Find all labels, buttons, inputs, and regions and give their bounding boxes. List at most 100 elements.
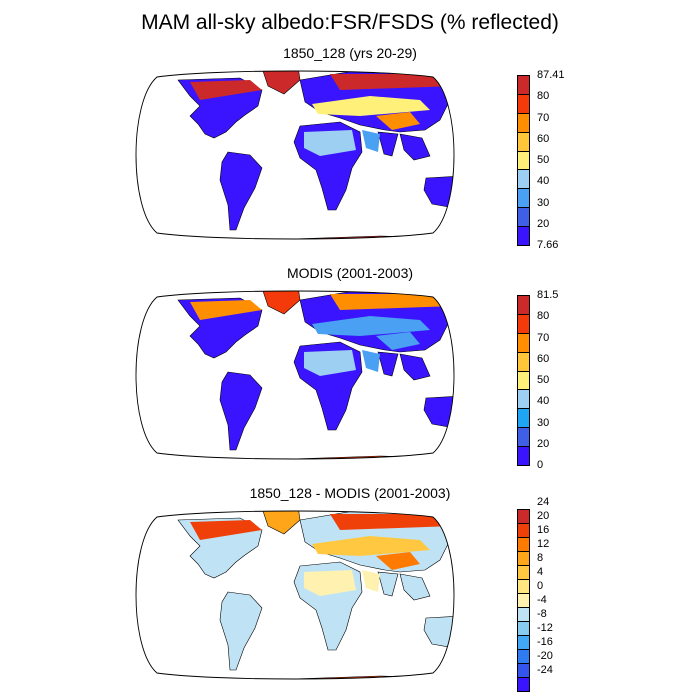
model-colorbar-swatch [517, 226, 530, 246]
diff-colorbar-label: 4 [537, 566, 544, 578]
diff-colorbar-label: 8 [537, 552, 544, 564]
diff-colorbar-swatch [517, 593, 530, 608]
model-colorbar-swatch [517, 207, 530, 228]
modis-colorbar-swatch [517, 427, 530, 448]
model-colorbar-swatch [517, 188, 530, 209]
colorbar-model: 7.66 20 30 40 50 60 70 80 87.41 [517, 69, 597, 251]
diff-colorbar-label: -4 [537, 594, 547, 606]
model-colorbar-label: 70 [537, 111, 550, 124]
diff-colorbar-label: -16 [537, 636, 553, 648]
model-region-northern-high-latitudes [190, 74, 454, 100]
map-panel-model [135, 70, 455, 240]
modis-region-mid-latitude-belt [312, 316, 430, 336]
modis-region-sahara [304, 350, 356, 376]
model-region-greenland [261, 71, 301, 95]
model-region-antarctica [204, 235, 441, 239]
diff-region-greenland [261, 511, 301, 535]
modis-region-northern-high-latitudes [190, 294, 454, 320]
modis-south-america [219, 371, 263, 451]
modis-colorbar-label: 0 [537, 459, 544, 471]
diff-colorbar-swatch [517, 565, 530, 580]
modis-colorbar-swatch [517, 446, 530, 466]
model-region-arabia [362, 130, 380, 152]
modis-colorbar-swatch [517, 370, 530, 391]
model-region-tibet [376, 112, 420, 130]
diff-colorbar-swatch [517, 649, 530, 664]
diff-colorbar-swatch [517, 509, 530, 524]
map-panel-modis [135, 290, 455, 460]
diff-colorbar-swatch [517, 607, 530, 622]
diff-colorbar-label: 16 [537, 524, 550, 536]
diff-region-sahara [304, 570, 356, 596]
modis-colorbar-swatch [517, 408, 530, 429]
diff-colorbar-swatch [517, 621, 530, 636]
diff-region-antarctica [204, 675, 441, 679]
diff-australia [423, 615, 454, 649]
modis-colorbar-swatch [517, 313, 530, 334]
model-colorbar-swatch [517, 150, 530, 171]
model-region-sahara [304, 130, 356, 156]
diff-region-tibet [376, 552, 420, 570]
diff-colorbar-label: -20 [537, 650, 553, 662]
modis-colorbar-label: 40 [537, 395, 550, 408]
model-south-america [219, 151, 263, 231]
diff-colorbar-swatch [517, 579, 530, 594]
diff-colorbar-swatch [517, 523, 530, 538]
diff-map-frame [135, 510, 455, 680]
colorbar-modis: 0 20 30 40 50 60 70 80 81.5 [517, 289, 597, 471]
modis-colorbar-label: 81.5 [537, 289, 559, 301]
modis-region-arabia [362, 350, 380, 372]
diff-colorbar-swatch [517, 551, 530, 566]
model-se-asia [399, 133, 431, 161]
modis-land-layer [177, 291, 454, 459]
model-region-mid-latitude-belt [312, 96, 430, 116]
model-colorbar-swatch [517, 131, 530, 152]
diff-colorbar-label: 0 [537, 580, 544, 592]
panel-title-model: 1850_128 (yrs 20-29) [283, 45, 417, 61]
model-colorbar-swatch [517, 75, 530, 95]
modis-region-greenland [261, 291, 301, 315]
modis-colorbar-label: 80 [537, 310, 550, 323]
model-colorbar-swatch [517, 93, 530, 114]
modis-colorbar-swatch [517, 332, 530, 353]
diff-colorbar-label: 20 [537, 510, 550, 522]
model-colorbar-label: 40 [537, 175, 550, 188]
map-panel-diff [135, 510, 455, 680]
diff-colorbar-swatch [517, 677, 530, 692]
modis-colorbar-label: 50 [537, 374, 550, 386]
diff-se-asia [399, 573, 431, 601]
diff-colorbar-label: 24 [537, 496, 550, 508]
modis-india [377, 351, 399, 377]
modis-australia [423, 395, 454, 429]
diff-colorbar-label: -24 [537, 664, 553, 676]
modis-region-tibet [376, 332, 420, 350]
modis-se-asia [399, 353, 431, 381]
modis-colorbar-swatch [517, 295, 530, 315]
model-colorbar-label: 50 [537, 154, 550, 166]
diff-south-america [219, 591, 263, 671]
model-colorbar-label: 30 [537, 196, 550, 209]
diff-colorbar-label: -12 [537, 622, 553, 634]
modis-colorbar-label: 60 [537, 352, 550, 365]
diff-colorbar-swatch [517, 663, 530, 678]
diff-land-layer [177, 511, 454, 679]
model-colorbar-swatch [517, 169, 530, 190]
model-colorbar-swatch [517, 112, 530, 133]
panel-title-diff: 1850_128 - MODIS (2001-2003) [249, 485, 451, 501]
model-colorbar-label: 87.41 [537, 69, 565, 81]
diff-region-northern-high-latitudes [190, 514, 454, 540]
modis-colorbar-label: 70 [537, 331, 550, 344]
model-land-layer [177, 71, 454, 239]
model-colorbar-label: 60 [537, 132, 550, 145]
panel-title-modis: MODIS (2001-2003) [286, 265, 414, 281]
modis-region-antarctica [204, 455, 441, 459]
modis-colorbar-label: 30 [537, 416, 550, 429]
diff-colorbar-label: -8 [537, 608, 547, 620]
diff-colorbar-swatch [517, 635, 530, 650]
modis-colorbar-swatch [517, 351, 530, 372]
model-colorbar-label: 20 [537, 217, 550, 230]
diff-region-arabia [362, 570, 380, 592]
model-map-frame [135, 70, 455, 240]
colorbar-diff: -24 -20 -16 -12 -8 -4 0 4 8 12 16 20 24 [517, 496, 597, 692]
